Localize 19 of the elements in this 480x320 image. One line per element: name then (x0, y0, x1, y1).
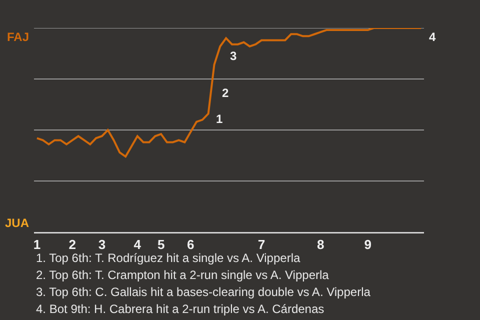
x-tick-label: 1 (33, 237, 41, 252)
text: 4 (429, 30, 436, 44)
text: 1. Top 6th: T. Rodríguez hit a single vs A. Vipperla (36, 251, 300, 265)
x-tick-label: 8 (316, 237, 324, 252)
annotation: 1 (216, 112, 223, 126)
x-tick-label: 9 (364, 237, 372, 252)
text: 3. Top 6th: C. Gallais hit a bases-clearing double vs A. Vipperla (36, 285, 371, 299)
text: 2. Top 6th: T. Crampton hit a 2-run single vs A. Vipperla (36, 268, 330, 282)
text: FAJ (7, 30, 30, 44)
x-tick-label: 7 (258, 237, 266, 252)
x-tick-label: 4 (134, 237, 142, 252)
annotation: 3 (230, 49, 237, 63)
text: JUA (5, 216, 30, 230)
x-tick-label: 6 (186, 237, 194, 252)
x-tick-label: 3 (98, 237, 106, 252)
x-tick-label: 5 (157, 237, 165, 252)
x-tick-label: 2 (68, 237, 76, 252)
text: 4. Bot 9th: H. Cabrera hit a 2-run triple vs A. Cárdenas (36, 302, 324, 316)
annotation: 2 (222, 86, 229, 100)
